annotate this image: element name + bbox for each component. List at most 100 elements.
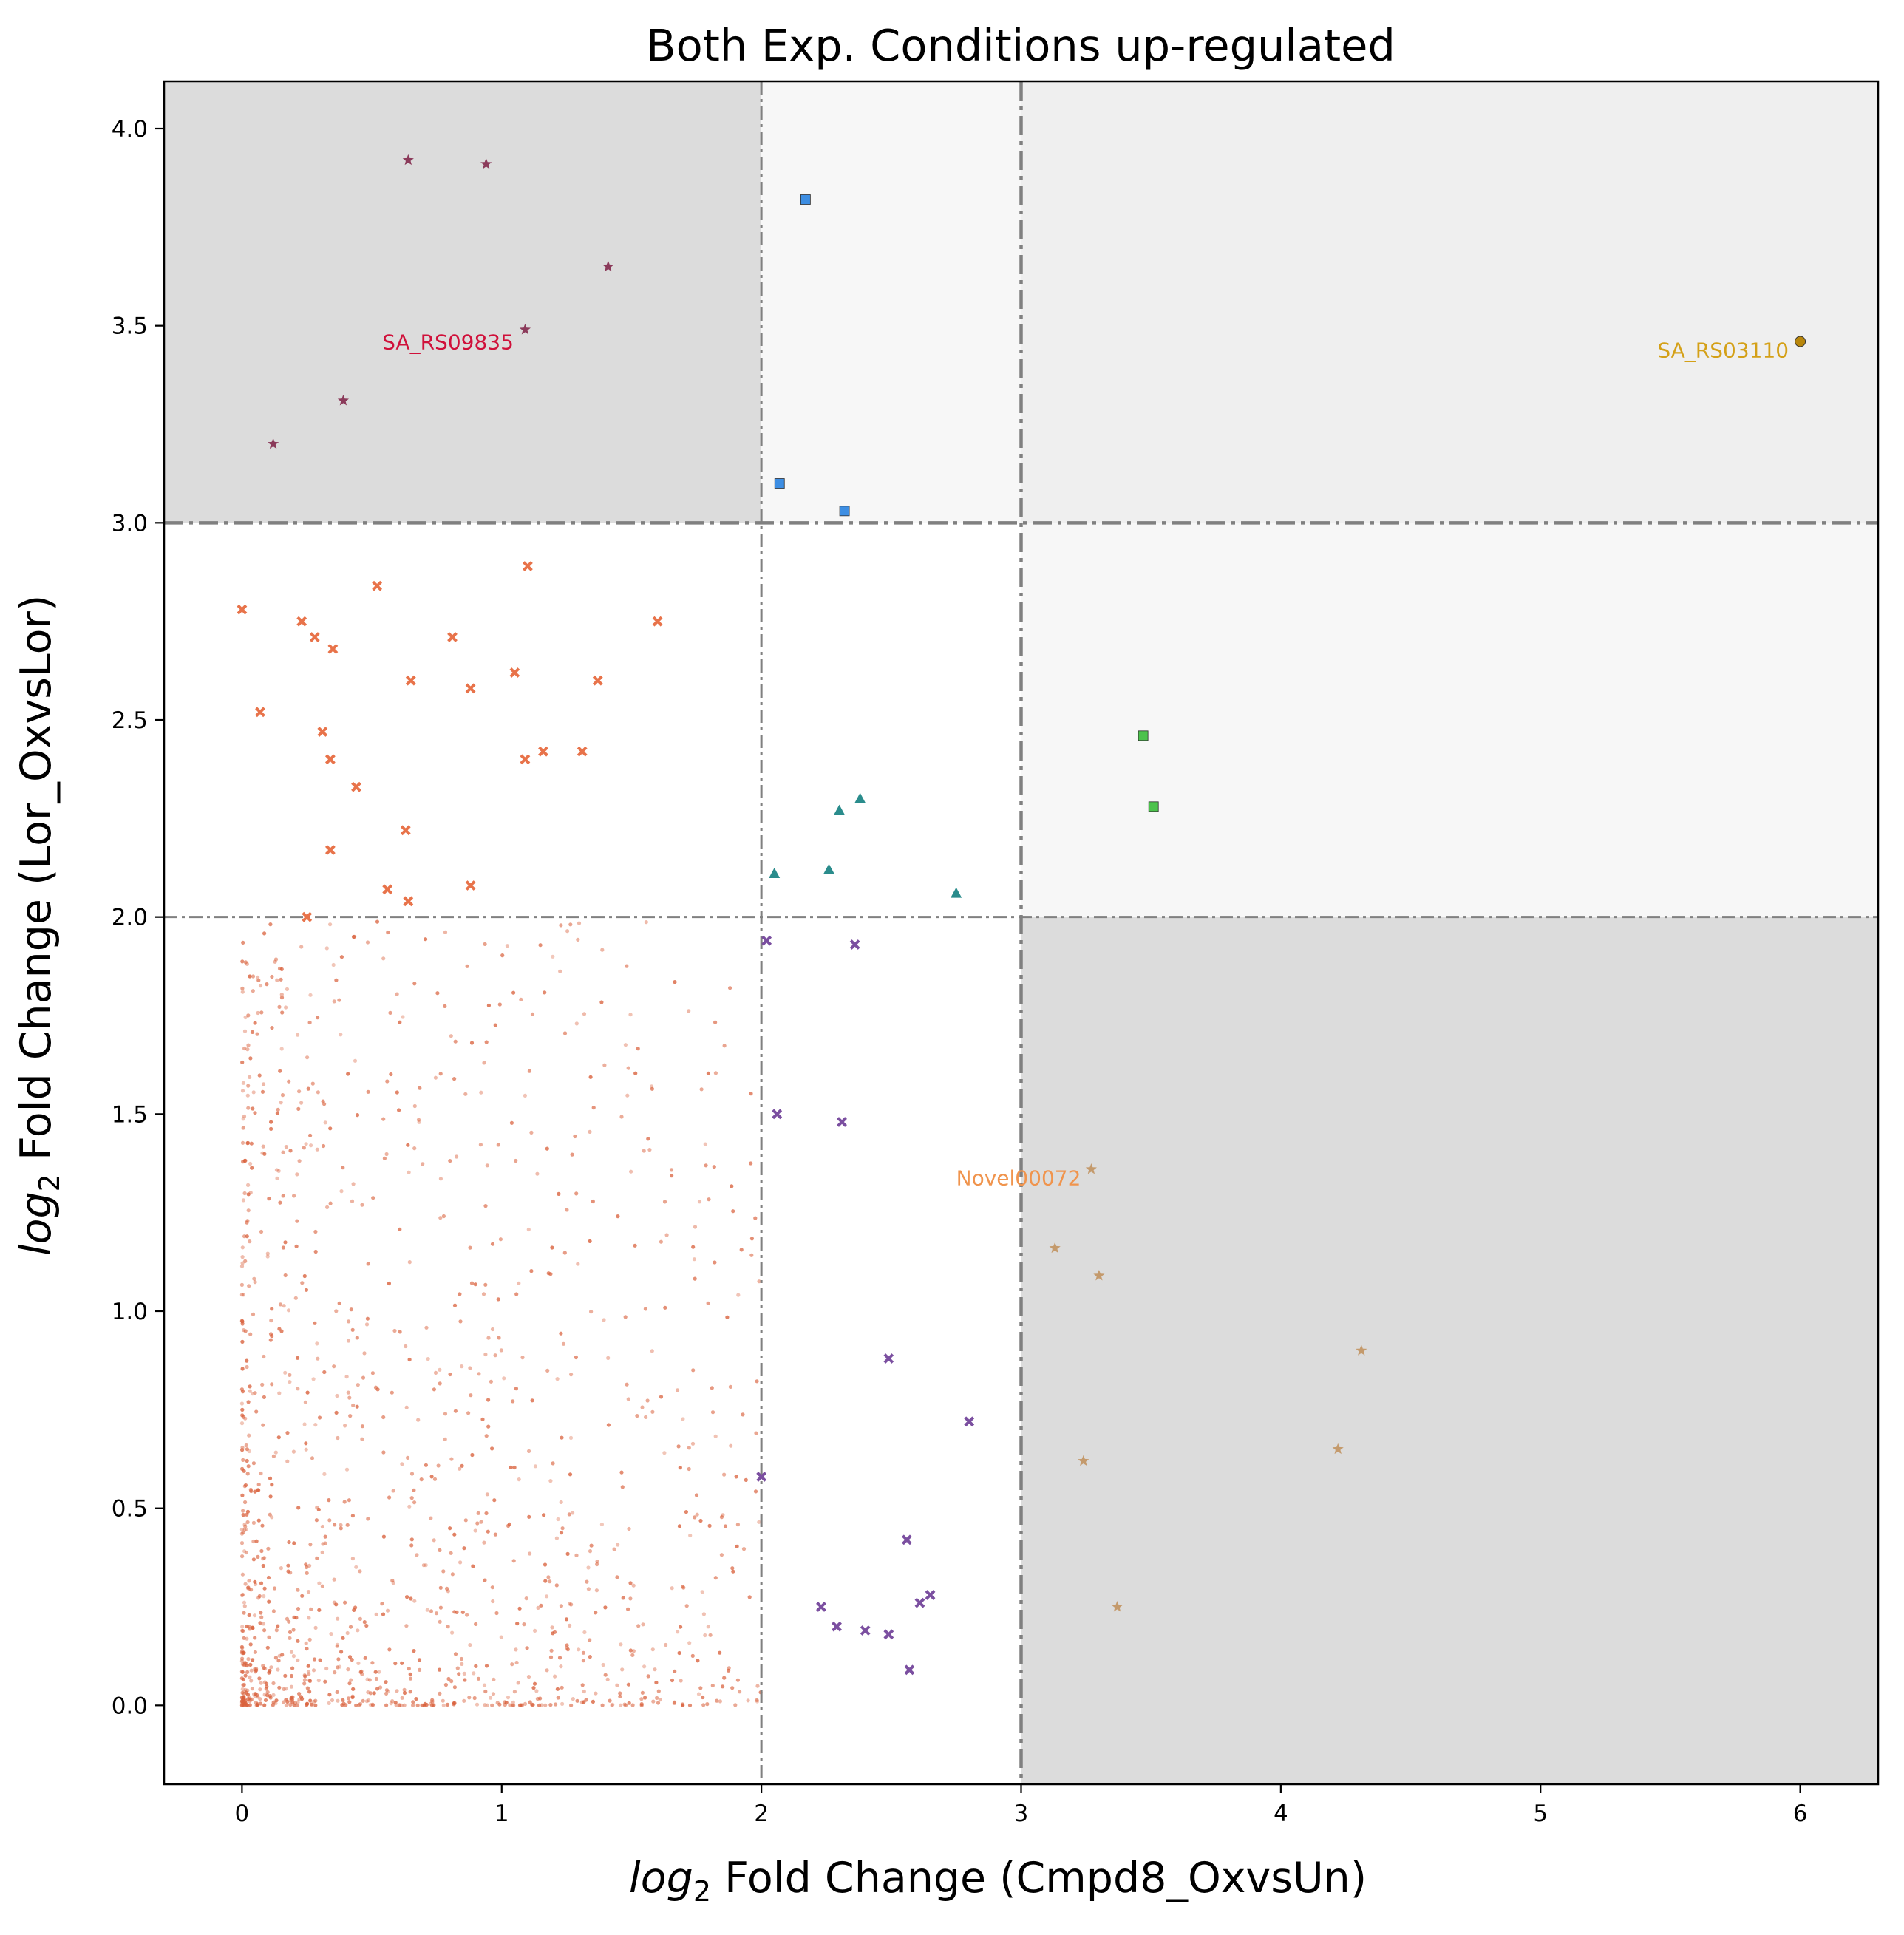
background-point [722,1044,727,1048]
background-point [514,1292,519,1296]
background-point [424,937,428,942]
data-point-series-3 [577,746,588,757]
background-point [265,982,269,987]
background-point [323,1541,327,1545]
background-point [288,1380,292,1384]
background-point [641,1622,645,1627]
background-point [265,1681,269,1686]
background-point [251,1392,255,1396]
background-point [693,1515,697,1520]
background-point [249,1588,254,1592]
background-point [247,1579,251,1583]
background-point [448,1372,452,1377]
background-point [353,934,357,939]
background-point [253,1650,257,1654]
background-point [306,1686,310,1691]
background-point [243,1416,248,1421]
background-point [317,1581,322,1585]
background-point [256,1488,261,1492]
background-point [615,1575,619,1579]
background-point [259,1681,263,1685]
background-point [249,1141,254,1146]
background-point [242,1469,246,1473]
background-point [262,1354,266,1359]
background-point [352,1608,356,1612]
background-point [241,1198,245,1203]
data-point-series-3 [302,911,313,922]
y-tick-label: 3.5 [112,313,148,340]
background-point [275,1111,279,1115]
shaded-region-2 [1021,81,1878,523]
background-point [409,1537,414,1542]
data-point-series-6 [860,1625,871,1636]
background-point [636,1624,641,1628]
background-point [335,1690,339,1694]
background-point [313,1625,318,1630]
background-point [411,1703,415,1707]
background-point [645,1398,650,1403]
background-point [735,1523,741,1527]
background-point [558,969,562,973]
background-point [551,1461,555,1466]
background-point [749,1237,755,1241]
background-point [731,1569,735,1574]
background-point [476,1511,480,1515]
background-point [469,1281,475,1285]
background-point [407,1170,411,1174]
data-point-series-6 [756,1472,767,1482]
background-point [635,1414,639,1418]
background-point [251,1557,256,1562]
background-point [351,1687,356,1691]
background-point [262,931,267,936]
background-point [688,1533,693,1538]
background-point [358,1569,362,1574]
background-point [291,1628,296,1632]
background-point [421,1703,426,1707]
background-point [441,1703,446,1707]
background-point [256,1518,261,1523]
background-point [455,1154,459,1159]
data-point-series-0 [602,260,614,272]
background-point [437,1667,442,1672]
background-point [446,1676,451,1681]
background-point [363,1656,367,1660]
background-point [546,1575,551,1579]
background-point [255,1701,260,1707]
background-point [412,1146,417,1151]
background-point [559,1531,564,1535]
background-point [493,1023,497,1027]
background-point [244,1550,248,1555]
background-point [401,1015,405,1019]
background-point [373,1670,378,1674]
background-point [482,1683,487,1687]
background-point [288,1636,292,1640]
background-point [305,1686,310,1690]
background-point [270,1382,274,1387]
background-point [339,1033,343,1037]
background-point [251,1090,256,1095]
background-point [387,1495,392,1500]
background-point [306,1086,310,1091]
background-point [244,1527,248,1531]
background-point [240,990,245,994]
background-point [304,1447,308,1452]
background-point [681,1417,685,1421]
background-point [273,957,279,962]
background-point [308,1698,313,1703]
background-point [734,1475,738,1479]
background-point [365,1316,370,1321]
background-point [453,1652,458,1656]
background-point [302,1273,307,1279]
background-point [539,1603,543,1608]
background-point [296,1356,300,1360]
background-point [332,1577,336,1582]
background-point [543,1562,548,1567]
data-point-series-6 [901,1534,912,1545]
background-point [500,953,505,958]
background-point [515,1622,520,1626]
background-point [490,1446,494,1451]
x-tick-label: 6 [1793,1800,1808,1827]
background-point [310,1081,315,1086]
background-point [479,1090,483,1095]
background-point [392,1328,397,1333]
